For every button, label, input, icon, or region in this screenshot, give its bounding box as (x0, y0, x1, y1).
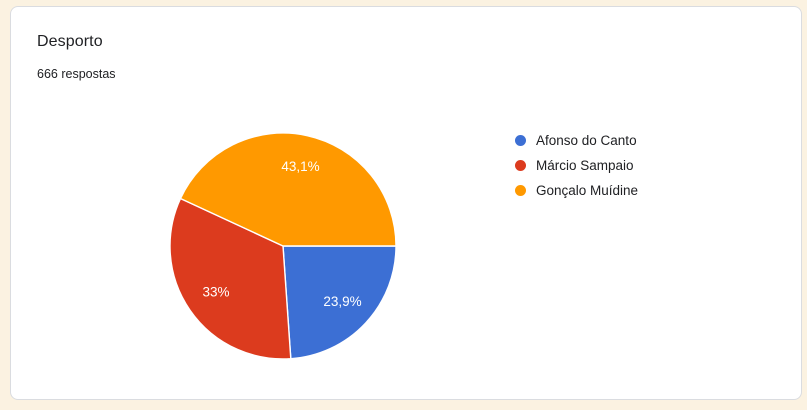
legend-item: Gonçalo Muídine (515, 178, 638, 203)
chart-legend: Afonso do Canto Márcio Sampaio Gonçalo M… (515, 128, 638, 203)
pie-slice-label: 23,9% (323, 294, 361, 309)
pie-slice-marcio-sampaio[interactable] (169, 197, 292, 360)
question-response-card: Desporto 666 respostas 23,9% 33% 43,1% Afo… (10, 6, 802, 400)
legend-color-dot (515, 160, 526, 171)
pie-slice-label: 43,1% (281, 159, 319, 174)
legend-item-label: Márcio Sampaio (536, 158, 634, 173)
pie-chart: 23,9% 33% 43,1% (169, 132, 397, 360)
pie-slice-label: 33% (202, 285, 229, 300)
legend-item: Afonso do Canto (515, 128, 638, 153)
legend-item-label: Afonso do Canto (536, 133, 637, 148)
response-count: 666 respostas (37, 67, 116, 81)
legend-color-dot (515, 135, 526, 146)
legend-item-label: Gonçalo Muídine (536, 183, 639, 198)
legend-color-dot (515, 185, 526, 196)
question-title: Desporto (37, 33, 103, 50)
legend-item: Márcio Sampaio (515, 153, 638, 178)
pie-slice-afonso-do-canto[interactable] (282, 245, 397, 360)
pie-slice-goncalo-muidine[interactable] (179, 132, 397, 247)
